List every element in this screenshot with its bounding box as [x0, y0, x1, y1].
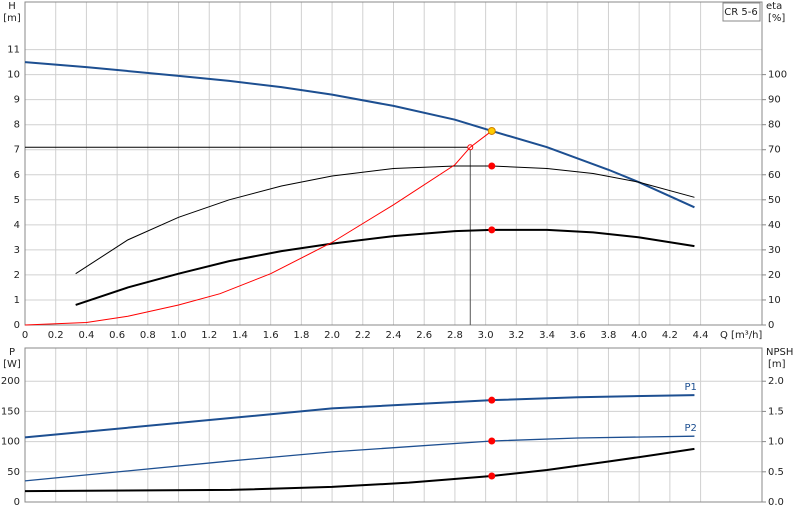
- x-tick-label: 0: [22, 330, 28, 341]
- x-tick-label: 1.6: [263, 330, 279, 341]
- y-tick-label: 3: [14, 245, 20, 256]
- y2-tick-label: 50: [768, 195, 781, 206]
- x-tick-label: 4.0: [631, 330, 647, 341]
- y-tick-label: 11: [7, 45, 20, 56]
- model-label: CR 5-6: [724, 7, 757, 18]
- operating-point: [488, 226, 496, 234]
- y2-tick-label: 20: [768, 270, 781, 281]
- x-tick-label: 0.6: [109, 330, 125, 341]
- y-axis-unit: [m]: [3, 13, 21, 24]
- y2-tick-label: 30: [768, 245, 781, 256]
- curve: [24, 394, 695, 439]
- y-tick-label: 0: [14, 497, 20, 508]
- y-tick-label: 8: [14, 120, 20, 131]
- y-tick-label: 1: [14, 295, 20, 306]
- model-box: [722, 2, 761, 22]
- y-tick-label: 0: [14, 320, 20, 331]
- y2-tick-label: 70: [768, 145, 781, 156]
- x-tick-label: 0.2: [48, 330, 64, 341]
- y-tick-label: 6: [14, 170, 20, 181]
- series-label: P2: [684, 423, 696, 434]
- operating-point: [488, 472, 496, 480]
- x-tick-label: 3.6: [570, 330, 586, 341]
- y-tick-label: 10: [7, 70, 20, 81]
- y2-tick-label: 0.0: [768, 497, 784, 508]
- y-tick-label: 2: [14, 270, 20, 281]
- y-axis-unit: [W]: [3, 359, 21, 370]
- x-tick-label: 2.8: [447, 330, 463, 341]
- series-label: P1: [684, 382, 696, 393]
- plot-frame: [24, 347, 763, 503]
- operating-point: [487, 126, 496, 135]
- x-tick-label: 3.0: [478, 330, 494, 341]
- x-tick-label: 3.4: [539, 330, 555, 341]
- y2-tick-label: 100: [768, 70, 787, 81]
- y-tick-label: 5: [14, 195, 20, 206]
- x-tick-label: 4.4: [693, 330, 709, 341]
- operating-point: [488, 396, 496, 404]
- y-tick-label: 50: [7, 467, 20, 478]
- y2-tick-label: 1.5: [768, 406, 784, 417]
- curve: [24, 435, 695, 482]
- operating-point: [488, 162, 496, 170]
- curve: [24, 130, 493, 326]
- y-axis-label: P: [9, 347, 15, 358]
- y2-tick-label: 40: [768, 220, 781, 231]
- operating-point: [488, 437, 496, 445]
- y2-tick-label: 10: [768, 295, 781, 306]
- x-axis-label: Q [m³/h]: [720, 330, 762, 341]
- plot-frame: [24, 1, 763, 326]
- x-tick-label: 0.8: [140, 330, 156, 341]
- x-tick-label: 1.0: [171, 330, 187, 341]
- x-tick-label: 2.6: [416, 330, 432, 341]
- curve: [24, 447, 695, 493]
- y2-tick-label: 0.5: [768, 467, 784, 478]
- y2-tick-label: 1.0: [768, 437, 784, 448]
- x-tick-label: 0.4: [78, 330, 94, 341]
- x-tick-label: 2.2: [355, 330, 371, 341]
- x-tick-label: 2.4: [386, 330, 402, 341]
- y2-axis-unit: [%]: [768, 13, 785, 24]
- y2-tick-label: 0: [768, 320, 774, 331]
- y-tick-label: 100: [1, 437, 20, 448]
- y-tick-label: 4: [14, 220, 20, 231]
- y2-axis-label: eta: [766, 1, 782, 12]
- y-axis-label: H: [8, 1, 16, 12]
- x-tick-label: 1.8: [293, 330, 309, 341]
- y-tick-label: 7: [14, 145, 20, 156]
- curve: [75, 165, 695, 275]
- y2-tick-label: 90: [768, 95, 781, 106]
- y2-tick-label: 2.0: [768, 376, 784, 387]
- x-tick-label: 4.2: [662, 330, 678, 341]
- curve: [75, 228, 695, 306]
- y2-axis-unit: [m]: [768, 359, 786, 370]
- x-tick-label: 3.8: [601, 330, 617, 341]
- y-tick-label: 200: [1, 376, 20, 387]
- x-tick-label: 1.2: [201, 330, 217, 341]
- x-tick-label: 1.4: [232, 330, 248, 341]
- y2-tick-label: 80: [768, 120, 781, 131]
- x-tick-label: 3.2: [508, 330, 524, 341]
- y-tick-label: 9: [14, 95, 20, 106]
- y2-tick-label: 60: [768, 170, 781, 181]
- curve: [24, 61, 695, 209]
- y2-axis-label: NPSH: [766, 347, 793, 358]
- y-tick-label: 150: [1, 406, 20, 417]
- x-tick-label: 2.0: [324, 330, 340, 341]
